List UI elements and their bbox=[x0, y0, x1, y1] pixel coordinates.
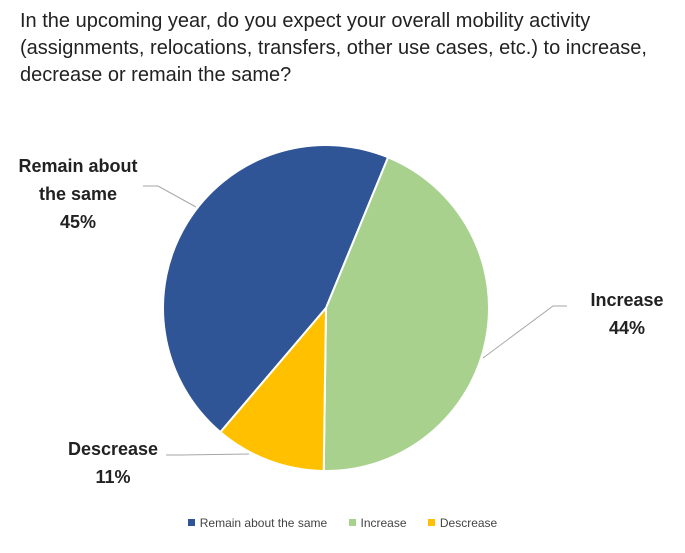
data-labels: Remain about the same 45% Increase 44% Descre… bbox=[18, 156, 663, 487]
leader-line-increase bbox=[482, 305, 567, 359]
data-label-increase: Increase 44% bbox=[590, 290, 663, 338]
leader-line-remain bbox=[143, 185, 197, 208]
legend-item-decrease: Descrease bbox=[427, 516, 498, 530]
data-label-decrease: Descrease 11% bbox=[68, 439, 158, 487]
data-label-remain: Remain about the same 45% bbox=[18, 156, 137, 232]
legend-label-decrease: Descrease bbox=[439, 516, 498, 530]
leader-line-decrease bbox=[166, 453, 250, 456]
data-label-value-increase: 44% bbox=[609, 318, 645, 338]
data-label-value-decrease: 11% bbox=[95, 467, 130, 487]
data-label-text-increase: Increase bbox=[590, 290, 663, 310]
legend-item-increase: Increase bbox=[348, 516, 407, 530]
leader-lines bbox=[143, 185, 567, 456]
data-label-text-remain: Remain about bbox=[18, 156, 137, 176]
chart-title: In the upcoming year, do you expect your… bbox=[20, 10, 647, 86]
legend: Remain about the same Increase Descrease bbox=[0, 516, 685, 530]
data-label-text-decrease: Descrease bbox=[68, 439, 158, 459]
pie-slices bbox=[162, 144, 490, 472]
legend-swatch-remain bbox=[187, 519, 195, 526]
legend-swatch-decrease bbox=[427, 519, 435, 526]
data-label-value-remain: 45% bbox=[60, 212, 96, 232]
data-label-text-remain: the same bbox=[39, 184, 117, 204]
pie-slice-increase bbox=[322, 155, 490, 472]
pie-slice-remain bbox=[162, 144, 390, 434]
legend-label-increase: Increase bbox=[360, 516, 407, 530]
pie-slice-decrease bbox=[218, 305, 328, 472]
legend-swatch-increase bbox=[348, 519, 356, 526]
legend-item-remain: Remain about the same bbox=[187, 516, 328, 530]
legend-label-remain: Remain about the same bbox=[199, 516, 328, 530]
